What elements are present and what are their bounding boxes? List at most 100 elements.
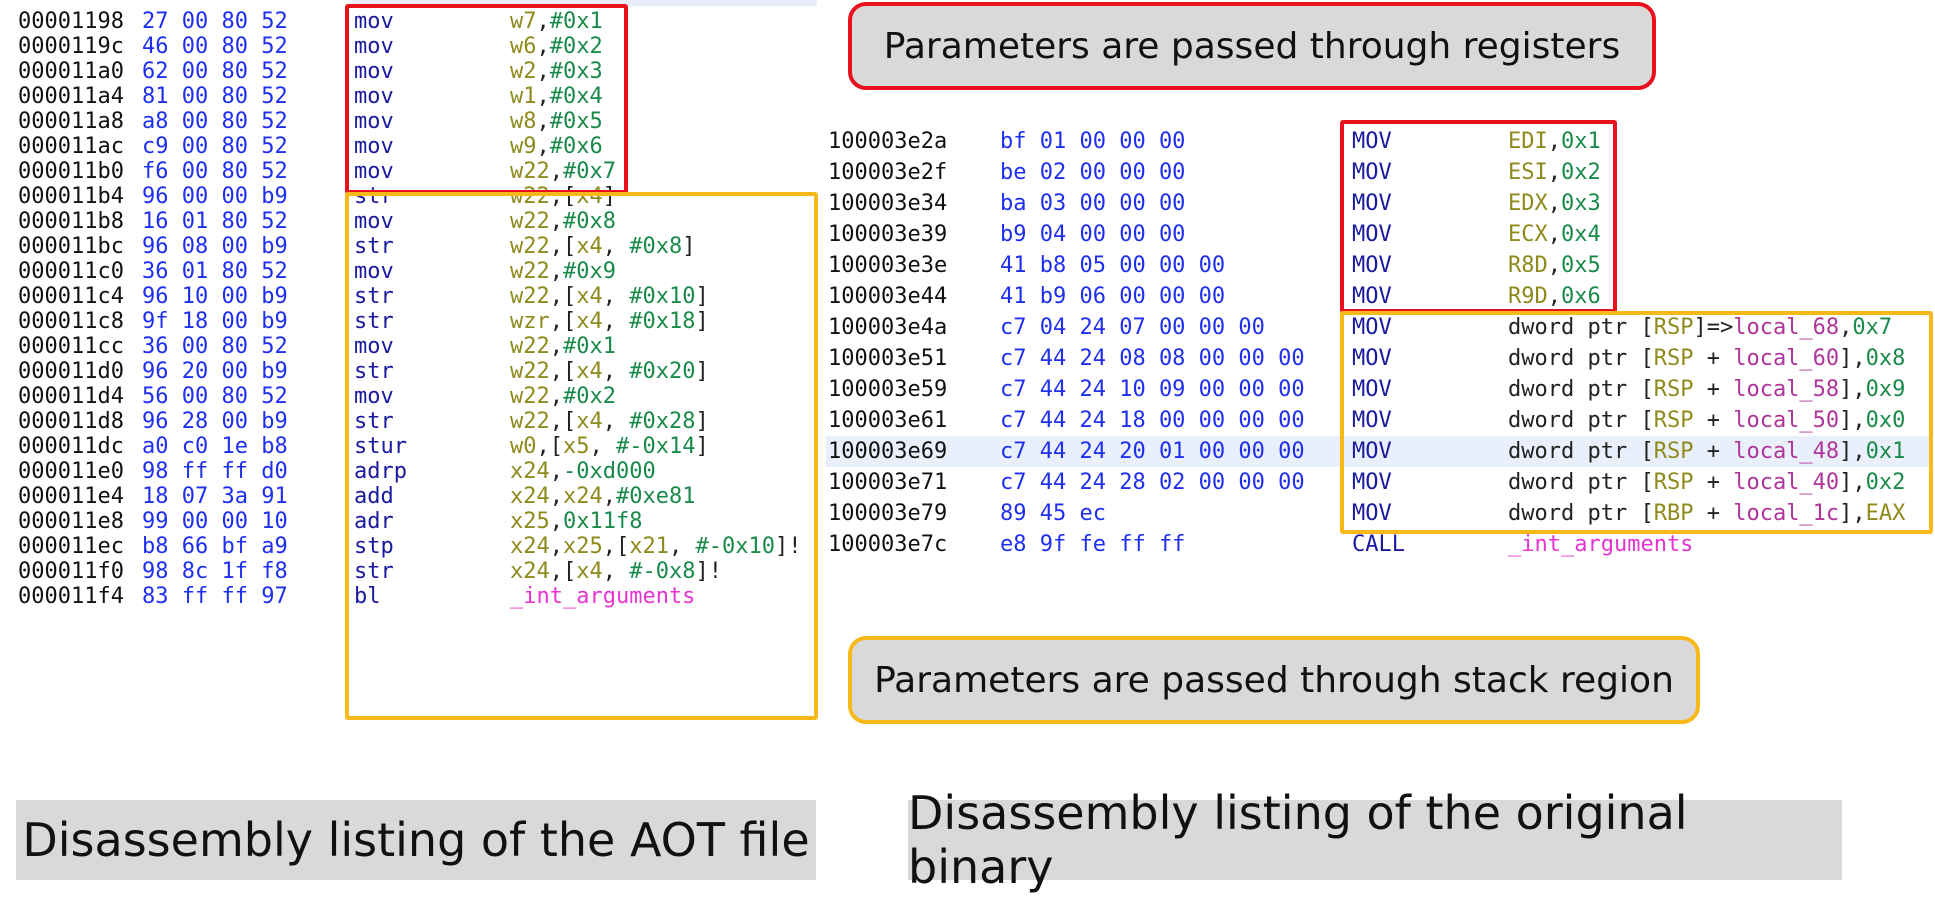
operand-token: local_58 [1733,377,1840,402]
operand-token: x4 [576,359,603,384]
address: 0000119c [18,34,124,59]
operand-token: + [1693,501,1734,526]
mnemonic: MOV [1352,284,1392,309]
address: 000011d0 [18,359,124,384]
address: 100003e69 [828,439,948,464]
address: 100003e71 [828,470,948,495]
operands: w22,[x4, #0x8] [510,231,695,262]
aot-register-params-box [345,4,628,194]
operand-token: ECX [1508,222,1548,247]
mnemonic: mov [354,209,394,234]
address: 100003e34 [828,191,948,216]
operand-token: 0x1 [1865,439,1906,464]
operands: ECX,0x4 [1508,219,1601,250]
operands: w22,#0x7 [510,156,616,187]
operand-token: ]! [695,559,722,584]
operand-token: ], [1839,377,1866,402]
instruction-bytes: ba 03 00 00 00 [1000,191,1186,216]
operand-token: ,[ [549,184,577,209]
operand-token: #-0x8 [629,559,696,584]
operand-token: , [536,134,550,159]
listing-row: 0000119c 46 00 80 52 mov w6,#0x2 [0,31,820,62]
operand-token: , [1547,253,1561,278]
operand-token: w1 [510,84,537,109]
operand-token: 0x11f8 [563,509,643,534]
mnemonic: mov [354,159,394,184]
address: 100003e59 [828,377,948,402]
operands: dword ptr [RSP]=>local_68,0x7 [1508,312,1892,343]
mnemonic: MOV [1352,470,1392,495]
instruction-bytes: 98 8c 1f f8 [142,559,288,584]
operand-token: w0 [510,434,537,459]
listing-header-strip [352,0,817,6]
address: 000011e8 [18,509,124,534]
operands: dword ptr [RSP + local_58],0x9 [1508,374,1905,405]
mnemonic: str [354,184,394,209]
operand-token: w22 [510,359,550,384]
mnemonic: mov [354,59,394,84]
mnemonic: mov [354,134,394,159]
operands: wzr,[x4, #0x18] [510,306,709,337]
instruction-bytes: b9 04 00 00 00 [1000,222,1186,247]
operand-token: ,[ [549,284,577,309]
operand-token: dword ptr [ [1508,408,1654,433]
operand-token: ] [695,409,709,434]
operand-token: , [536,9,550,34]
operands: EDX,0x3 [1508,188,1601,219]
operand-token: x24 [563,484,603,509]
operand-token: dword ptr [ [1508,470,1654,495]
operand-token: , [549,484,563,509]
operand-token: #0x2 [549,34,603,59]
instruction-bytes: 98 ff ff d0 [142,459,288,484]
listing-row: 000011ec b8 66 bf a9 stp x24,x25,[x21, #-0x… [0,531,820,562]
operands: R8D,0x5 [1508,250,1601,281]
mnemonic: MOV [1352,253,1392,278]
aot-stack-params-box [345,192,818,720]
operand-token: x24 [510,534,550,559]
operand-token: #-0x10 [695,534,775,559]
mnemonic: MOV [1352,346,1392,371]
operand-token: ,[ [602,534,630,559]
listing-row: 100003e44 41 b9 06 00 00 00 MOV R9D,0x6 [826,281,1932,312]
mnemonic: stur [354,434,407,459]
listing-row: 100003e61 c7 44 24 18 00 00 00 00 MOV dword… [826,405,1932,436]
address: 000011f4 [18,584,124,609]
operand-token: + [1693,439,1734,464]
instruction-bytes: 41 b8 05 00 00 00 [1000,253,1226,278]
operand-token: 0x0 [1865,408,1906,433]
operand-token: ] [695,359,709,384]
address: 000011bc [18,234,124,259]
operands: _int_arguments [1508,529,1693,560]
instruction-bytes: c7 44 24 10 09 00 00 00 [1000,377,1305,402]
operand-token: local_40 [1733,470,1840,495]
operand-token: RSP [1653,346,1694,371]
operand-token: #0x4 [549,84,603,109]
mnemonic: stp [354,534,394,559]
operand-token: RBP [1653,501,1694,526]
mnemonic: str [354,284,394,309]
listing-row: 100003e7c e8 9f fe ff ff CALL _int_argument… [826,529,1932,560]
operand-token: , [602,309,630,334]
operand-token: 0x1 [1561,129,1601,154]
address: 000011a0 [18,59,124,84]
mnemonic: MOV [1352,501,1392,526]
address: 000011e4 [18,484,124,509]
operand-token: 0x5 [1561,253,1601,278]
operand-token: , [602,284,630,309]
listing-row: 100003e2f be 02 00 00 00 MOV ESI,0x2 [826,157,1932,188]
instruction-bytes: 46 00 80 52 [142,34,288,59]
listing-row: 100003e2a bf 01 00 00 00 MOV EDI,0x1 [826,126,1932,157]
mnemonic: MOV [1352,408,1392,433]
operand-token: , [1839,315,1853,340]
mnemonic: add [354,484,394,509]
operands: x24,[x4, #-0x8]! [510,556,722,587]
mnemonic: MOV [1352,377,1392,402]
instruction-bytes: 9f 18 00 b9 [142,309,288,334]
operand-token: #0x1 [563,334,616,359]
instruction-bytes: c9 00 80 52 [142,134,288,159]
mnemonic: MOV [1352,191,1392,216]
instruction-bytes: 96 08 00 b9 [142,234,288,259]
listing-row: 000011c0 36 01 80 52 mov w22,#0x9 [0,256,820,287]
operand-token: ], [1839,439,1866,464]
listing-row: 000011e4 18 07 3a 91 add x24,x24,#0xe81 [0,481,820,512]
